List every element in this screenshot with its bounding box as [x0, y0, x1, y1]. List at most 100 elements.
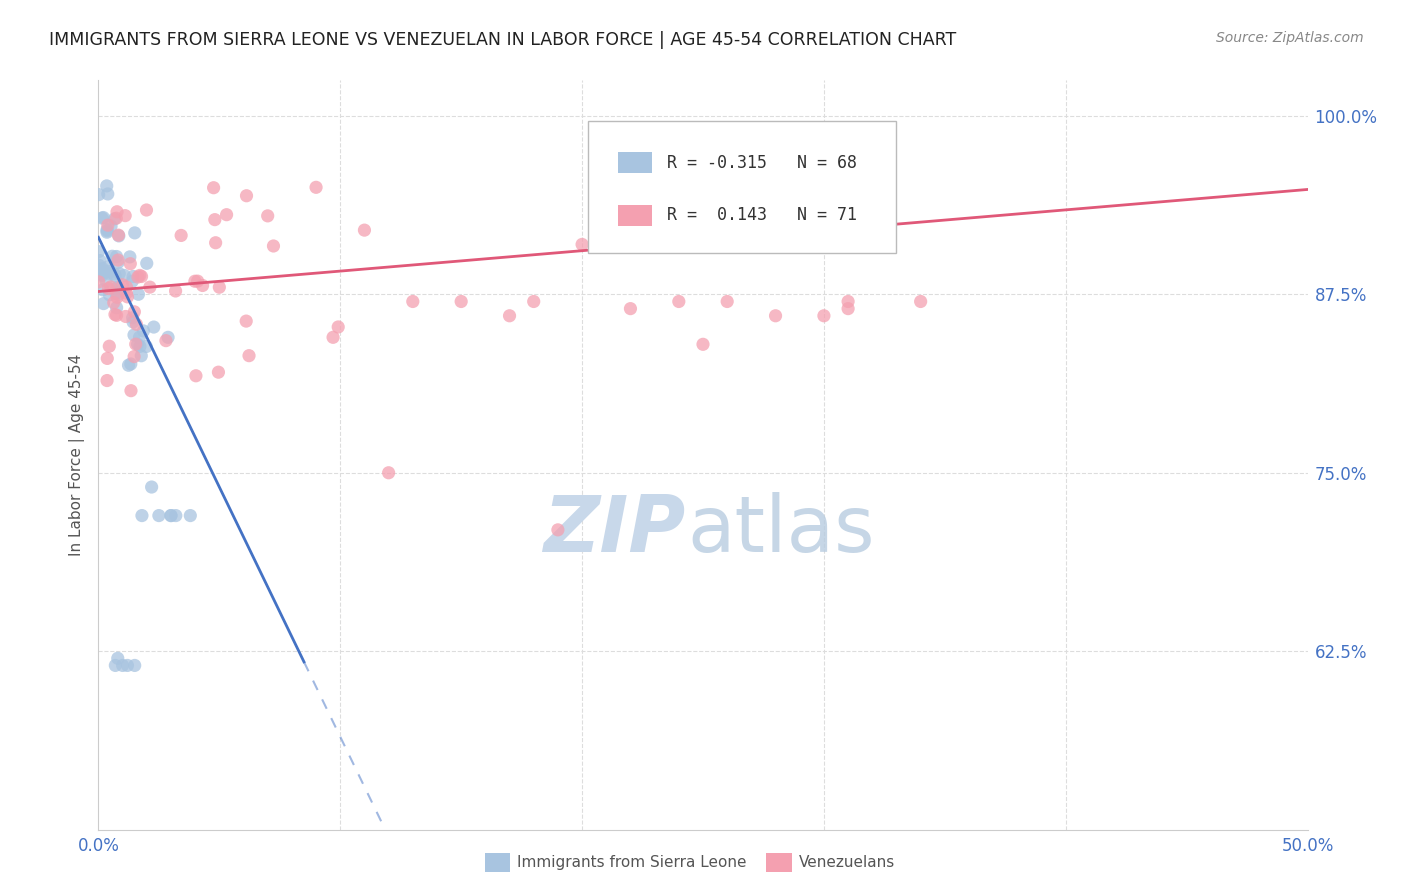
Point — [165, 508, 187, 523]
Point — [148, 508, 170, 523]
Point — [89, 267, 111, 281]
Point — [122, 315, 145, 329]
Point — [125, 337, 148, 351]
Point — [124, 305, 146, 319]
Point — [179, 508, 201, 523]
Point — [207, 365, 229, 379]
Point — [322, 330, 344, 344]
Point — [619, 301, 641, 316]
Text: IMMIGRANTS FROM SIERRA LEONE VS VENEZUELAN IN LABOR FORCE | AGE 45-54 CORRELATIO: IMMIGRANTS FROM SIERRA LEONE VS VENEZUEL… — [49, 31, 956, 49]
Point — [142, 320, 165, 334]
Point — [263, 239, 285, 253]
Point — [120, 257, 142, 271]
Point — [103, 211, 125, 226]
Point — [104, 308, 127, 322]
Point — [135, 339, 157, 353]
Point — [128, 268, 150, 283]
Point — [105, 211, 128, 226]
Point — [103, 295, 125, 310]
Point — [105, 281, 128, 295]
Point — [112, 268, 135, 283]
Point — [105, 250, 128, 264]
Text: Venezuelans: Venezuelans — [799, 855, 894, 870]
Point — [87, 187, 110, 202]
Point — [96, 178, 118, 193]
Point — [105, 309, 128, 323]
Point — [124, 658, 146, 673]
Point — [716, 294, 738, 309]
Point — [103, 267, 125, 281]
Point — [90, 268, 112, 283]
Point — [89, 253, 111, 268]
Point — [121, 310, 143, 325]
Point — [135, 256, 157, 270]
Point — [96, 274, 118, 288]
Point — [114, 310, 136, 324]
Point — [87, 275, 110, 289]
Point — [104, 658, 127, 673]
Point — [118, 250, 141, 264]
Point — [108, 267, 131, 281]
Point — [107, 253, 129, 268]
Y-axis label: In Labor Force | Age 45-54: In Labor Force | Age 45-54 — [69, 354, 84, 556]
Point — [208, 280, 231, 294]
Point — [837, 294, 859, 309]
Point — [377, 466, 399, 480]
Point — [121, 274, 143, 288]
Point — [107, 287, 129, 301]
Point — [117, 658, 139, 673]
Point — [101, 249, 124, 263]
Point — [105, 204, 128, 219]
Point — [107, 255, 129, 269]
Point — [131, 508, 153, 523]
Point — [98, 339, 121, 353]
Point — [97, 260, 120, 274]
Point — [187, 274, 209, 288]
Point — [305, 180, 328, 194]
Point — [124, 226, 146, 240]
Point — [117, 290, 139, 304]
Point — [860, 152, 883, 166]
Point — [111, 277, 134, 292]
Point — [127, 287, 149, 301]
Point — [97, 266, 120, 280]
Point — [668, 294, 690, 309]
Point — [204, 235, 226, 250]
Point — [160, 508, 183, 523]
Point — [96, 222, 118, 236]
Point — [122, 350, 145, 364]
Point — [131, 269, 153, 284]
Point — [111, 658, 134, 673]
Point — [165, 284, 187, 298]
Point — [256, 209, 278, 223]
Point — [353, 223, 375, 237]
Point — [87, 258, 110, 272]
Point — [96, 225, 118, 239]
Point — [129, 339, 152, 353]
Point — [127, 270, 149, 285]
Point — [91, 211, 114, 225]
Point — [98, 287, 121, 301]
Point — [120, 357, 142, 371]
Text: ZIP: ZIP — [543, 491, 685, 568]
Text: R =  0.143   N = 71: R = 0.143 N = 71 — [666, 206, 856, 224]
Point — [91, 261, 114, 276]
Point — [105, 290, 128, 304]
Point — [160, 508, 183, 523]
FancyBboxPatch shape — [619, 153, 652, 173]
Point — [157, 330, 180, 344]
Point — [122, 269, 145, 284]
Point — [120, 384, 142, 398]
Point — [692, 337, 714, 351]
Point — [132, 324, 155, 338]
Point — [184, 368, 207, 383]
Point — [155, 334, 177, 348]
Point — [107, 651, 129, 665]
Point — [125, 318, 148, 332]
Point — [96, 374, 118, 388]
Point — [97, 282, 120, 296]
Point — [139, 280, 162, 294]
Point — [115, 280, 138, 294]
Point — [108, 228, 131, 243]
Point — [122, 328, 145, 343]
